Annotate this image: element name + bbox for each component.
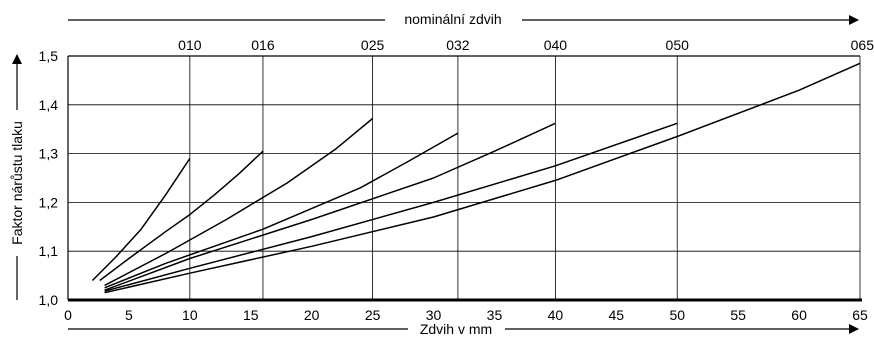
- series-line-5: [104, 122, 556, 291]
- x-tick-label: 20: [304, 307, 320, 323]
- top-tick-label: 040: [544, 37, 568, 53]
- y-tick-label: 1,1: [39, 243, 59, 259]
- x-tick-label: 0: [64, 307, 72, 323]
- series-line-3: [104, 117, 374, 287]
- top-tick-label: 010: [178, 37, 202, 53]
- x-tick-label: 15: [243, 307, 259, 323]
- x-tick-label: 35: [487, 307, 503, 323]
- plot-frame: [67, 55, 862, 302]
- y-tick-label: 1,4: [39, 97, 59, 113]
- series-line-7: [104, 62, 861, 294]
- y-axis-title: Faktor nárůstu tlaku: [9, 121, 25, 245]
- x-tick-label: 45: [609, 307, 625, 323]
- top-tick-label: 065: [851, 37, 874, 53]
- top-tick-label: 025: [361, 37, 385, 53]
- top-tick-label: 050: [666, 37, 690, 53]
- x-tick-label: 60: [791, 307, 807, 323]
- series-line-6: [104, 122, 678, 292]
- tick-layer: 0 5 10 15 20 25 30 35 40 45 50 55 60 65 1,0 1,1 1,2 1,3 1,…: [39, 37, 874, 323]
- series-layer: [91, 62, 861, 294]
- y-tick-label: 1,5: [39, 48, 59, 64]
- grid-layer: [68, 55, 861, 300]
- x-tick-label: 25: [365, 307, 381, 323]
- x-tick-label: 65: [852, 307, 868, 323]
- x-tick-label: 30: [426, 307, 442, 323]
- top-tick-label: 016: [251, 37, 275, 53]
- y-tick-label: 1,0: [39, 292, 59, 308]
- x-tick-label: 50: [669, 307, 685, 323]
- y-tick-label: 1,3: [39, 146, 59, 162]
- series-line-1: [91, 158, 191, 282]
- x-tick-label: 55: [730, 307, 746, 323]
- series-line-4: [104, 132, 459, 289]
- x-tick-label: 10: [182, 307, 198, 323]
- y-tick-label: 1,2: [39, 194, 59, 210]
- series-line-2: [99, 150, 264, 282]
- x-axis-title: Zdvih v mm: [420, 321, 492, 337]
- x-tick-label: 5: [125, 307, 133, 323]
- top-tick-label: 032: [446, 37, 470, 53]
- x-tick-label: 40: [548, 307, 564, 323]
- top-axis-title: nominální zdvih: [404, 11, 501, 27]
